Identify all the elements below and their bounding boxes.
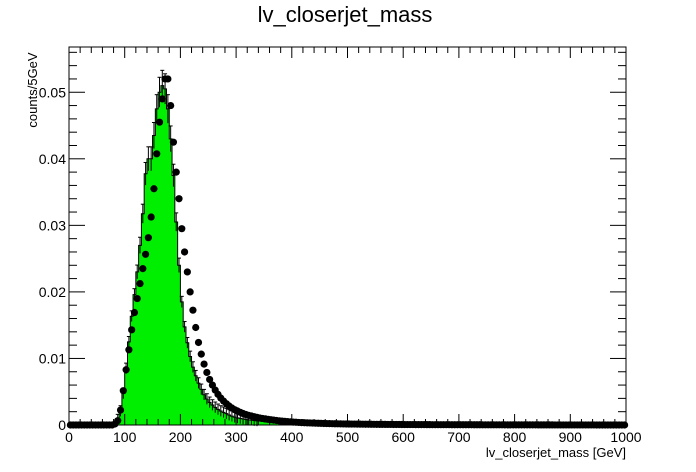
- data-point: [155, 118, 164, 126]
- x-tick-label: 200: [169, 429, 193, 445]
- data-point: [116, 406, 125, 414]
- y-tick-label: 0.03: [39, 217, 66, 233]
- histogram-bars: [69, 85, 627, 426]
- data-point: [203, 368, 211, 377]
- data-point: [169, 138, 178, 146]
- data-point: [144, 234, 152, 242]
- data-point: [178, 225, 186, 233]
- x-tick-label: 900: [559, 429, 583, 445]
- data-point: [147, 213, 155, 221]
- data-point: [139, 265, 147, 273]
- data-point: [158, 95, 166, 103]
- x-tick-label: 600: [392, 429, 416, 445]
- data-point: [119, 387, 127, 395]
- x-tick-label: 700: [447, 429, 471, 445]
- data-point: [183, 268, 191, 276]
- y-axis-title: counts/5GeV: [25, 52, 40, 127]
- y-tick-label: 0: [58, 417, 66, 433]
- data-point: [130, 308, 139, 317]
- data-point: [153, 150, 161, 158]
- data-point: [197, 350, 205, 358]
- data-point: [206, 375, 214, 384]
- y-tick-label: 0.02: [39, 284, 66, 300]
- y-tick-label: 0.05: [39, 84, 66, 100]
- data-point: [133, 294, 141, 303]
- data-point: [122, 366, 130, 374]
- data-point: [150, 185, 158, 193]
- axis-layer: 0 100 200 300 400 500 600 700 800 900 1000 0 0.01 0.0…: [39, 47, 642, 445]
- y-tick-label: 0.04: [39, 151, 66, 167]
- x-axis-title: lv_closerjet_mass [GeV]: [486, 445, 626, 460]
- y-tick-label: 0.01: [39, 350, 66, 366]
- x-tick-label: 100: [113, 429, 137, 445]
- data-point: [128, 326, 136, 334]
- x-tick-label: 0: [65, 429, 73, 445]
- data-point: [194, 338, 203, 347]
- data-point: [186, 288, 194, 296]
- data-point: [125, 346, 133, 354]
- x-tick-label: 1000: [610, 429, 641, 445]
- data-point: [167, 101, 175, 110]
- data-point: [175, 195, 183, 203]
- x-tick-label: 400: [280, 429, 304, 445]
- data-point: [180, 248, 189, 256]
- chart-title: lv_closerjet_mass: [258, 2, 433, 27]
- data-point: [164, 75, 172, 83]
- data-point: [192, 323, 200, 332]
- data-point: [189, 306, 197, 314]
- data-point: [172, 168, 180, 176]
- data-point: [141, 250, 150, 258]
- x-tick-label: 500: [336, 429, 360, 445]
- x-tick-label: 300: [224, 429, 248, 445]
- data-point: [136, 279, 144, 288]
- data-point: [114, 417, 122, 425]
- data-point: [200, 360, 208, 368]
- histogram-layer: [69, 69, 627, 427]
- x-tick-label: 800: [503, 429, 527, 445]
